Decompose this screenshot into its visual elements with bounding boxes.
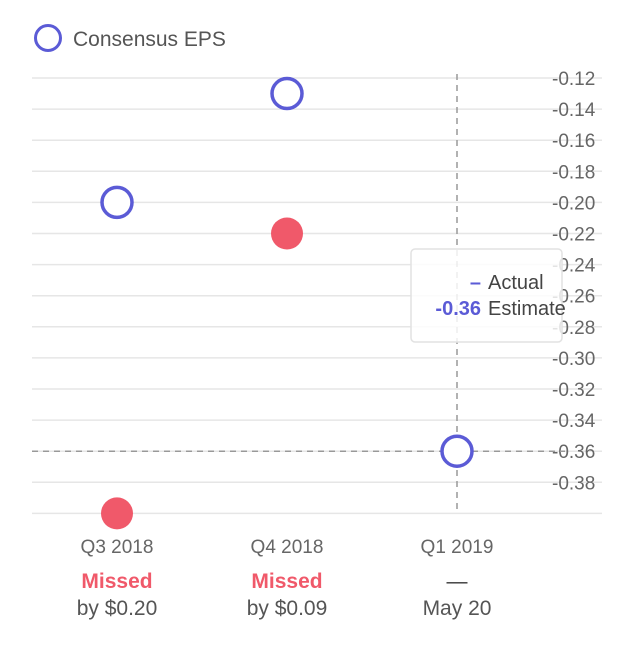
legend-marker	[34, 24, 62, 52]
y-tick-label: -0.14	[552, 100, 596, 121]
x-category-label: Q1 2019	[421, 537, 494, 558]
result-detail: by $0.09	[247, 597, 328, 620]
y-tick-label: -0.12	[552, 69, 595, 90]
y-tick-label: -0.16	[552, 131, 595, 152]
tooltip-value: -0.36	[435, 298, 481, 320]
result-status: Missed	[251, 570, 322, 593]
actual-point[interactable]	[271, 217, 303, 250]
y-tick-label: -0.32	[552, 380, 595, 401]
y-tick-label: -0.26	[552, 287, 595, 308]
y-tick-label: -0.38	[552, 473, 595, 494]
legend-label[interactable]: Consensus EPS	[73, 28, 226, 51]
y-tick-label: -0.20	[552, 193, 595, 214]
y-tick-label: -0.34	[552, 411, 596, 432]
y-tick-label: -0.30	[552, 349, 595, 370]
y-tick-label: -0.36	[552, 442, 595, 463]
estimate-point[interactable]	[270, 76, 304, 111]
y-tick-label: -0.28	[552, 318, 595, 339]
x-category-label: Q3 2018	[81, 537, 154, 558]
x-category-label: Q4 2018	[251, 537, 324, 558]
y-tick-label: -0.18	[552, 162, 595, 183]
tooltip-value: –	[470, 272, 481, 294]
tooltip-label: Estimate	[488, 298, 566, 320]
tooltip-box	[410, 248, 563, 343]
estimate-point[interactable]	[440, 434, 474, 468]
y-tick-label: -0.24	[552, 256, 596, 277]
tooltip-label: Actual	[488, 272, 544, 294]
result-status: Missed	[81, 570, 152, 593]
result-detail: by $0.20	[77, 597, 158, 620]
result-status: —	[447, 570, 468, 593]
result-detail: May 20	[423, 597, 492, 620]
y-tick-label: -0.22	[552, 225, 595, 246]
actual-point[interactable]	[101, 497, 133, 530]
estimate-point[interactable]	[100, 185, 134, 220]
